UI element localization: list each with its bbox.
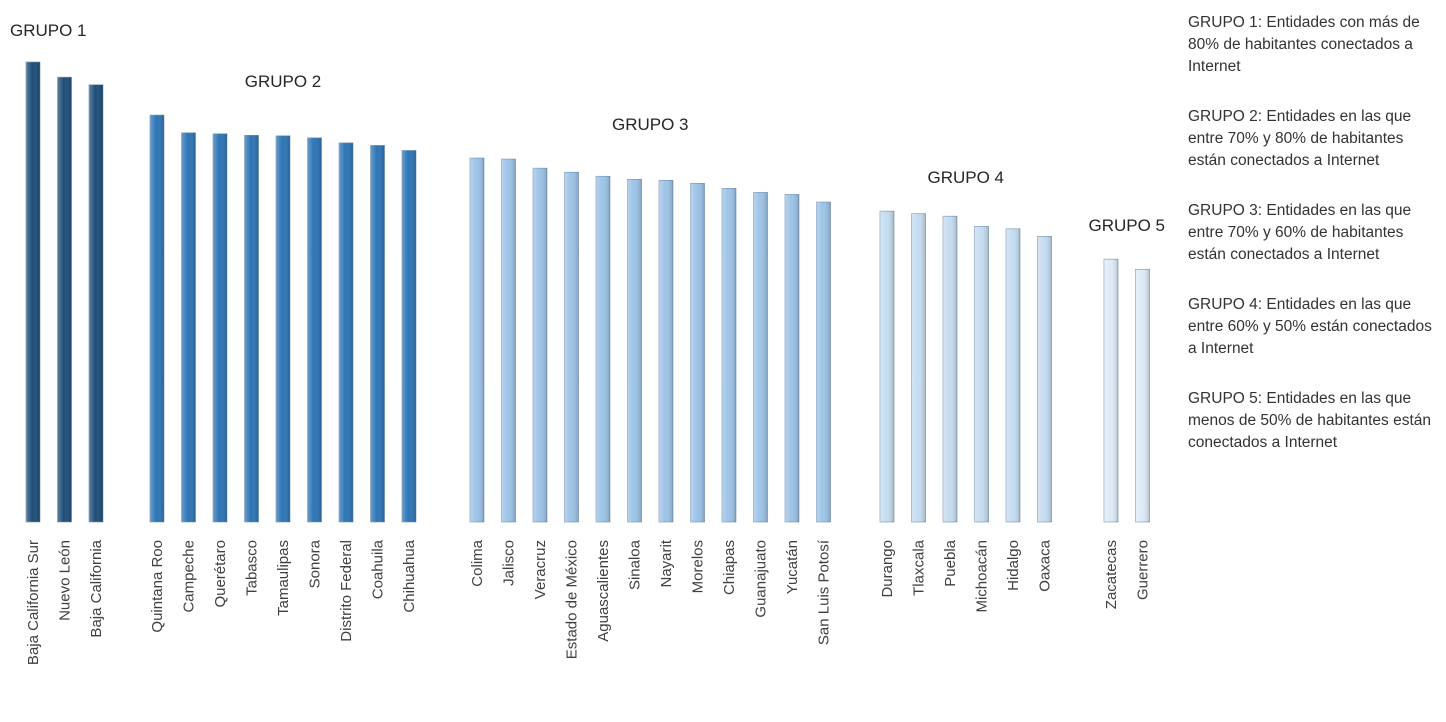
group-title-grupo-3: GRUPO 3 — [612, 115, 689, 134]
category-label-michoacan: Michoacán — [974, 540, 991, 613]
legend-item-grupo-5: GRUPO 5: Entidades en las que menos de 5… — [1188, 390, 1432, 451]
category-label-tamaulipas: Tamaulipas — [275, 540, 292, 616]
bar-shade-aguascalientes — [596, 176, 610, 522]
category-label-veracruz: Veracruz — [532, 540, 549, 599]
legend-item-grupo-1: GRUPO 1: Entidades con más de 80% de hab… — [1188, 14, 1420, 75]
group-title-grupo-4: GRUPO 4 — [927, 168, 1004, 187]
category-label-jalisco: Jalisco — [501, 540, 518, 586]
category-label-nayarit: Nayarit — [658, 539, 675, 587]
bar-shade-michoacan — [974, 226, 989, 523]
category-label-sinaloa: Sinaloa — [627, 539, 644, 590]
legend-item-grupo-2: GRUPO 2: Entidades en las que entre 70% … — [1188, 108, 1412, 169]
bar-shade-distrito-federal — [339, 142, 353, 522]
bar-shade-baja-california — [89, 84, 103, 522]
bar-shade-coahuila — [370, 145, 385, 522]
category-label-zacatecas: Zacatecas — [1103, 540, 1120, 609]
legend-item-grupo-4: GRUPO 4: Entidades en las que entre 60% … — [1188, 296, 1432, 357]
bar-shade-sonora — [307, 137, 322, 523]
bar-shade-chiapas — [722, 188, 736, 522]
bar-shade-estado-de-mexico — [564, 172, 579, 522]
category-label-nuevo-leon: Nuevo León — [57, 540, 74, 621]
category-label-chihuahua: Chihuahua — [401, 539, 418, 612]
category-label-queretaro: Querétaro — [212, 540, 229, 608]
legend-item-grupo-3: GRUPO 3: Entidades en las que entre 70% … — [1188, 202, 1412, 263]
category-label-coahuila: Coahuila — [370, 539, 387, 599]
bar-shade-tamaulipas — [276, 135, 290, 523]
category-label-tabasco: Tabasco — [244, 540, 261, 596]
category-label-tlaxcala: Tlaxcala — [911, 539, 928, 596]
category-label-quintana-roo: Quintana Roo — [149, 540, 166, 633]
bar-shade-nayarit — [659, 180, 673, 523]
bar-shade-campeche — [181, 132, 196, 522]
bar-shade-baja-california-sur — [26, 62, 40, 522]
bar-shade-zacatecas — [1104, 259, 1118, 522]
category-label-oaxaca: Oaxaca — [1037, 539, 1054, 591]
bar-shade-colima — [470, 158, 484, 523]
bar-shade-guanajuato — [753, 192, 768, 522]
bar-shade-durango — [880, 211, 894, 522]
bar-shade-quintana-roo — [150, 115, 164, 523]
category-label-estado-de-mexico: Estado de México — [564, 540, 581, 659]
bar-shade-puebla — [943, 216, 957, 522]
group-title-grupo-2: GRUPO 2 — [245, 72, 322, 91]
category-label-sonora: Sonora — [307, 539, 324, 588]
bar-shade-nuevo-leon — [57, 77, 72, 523]
bar-shade-yucatan — [785, 194, 799, 522]
bar-shade-tabasco — [244, 135, 259, 523]
category-label-baja-california-sur: Baja California Sur — [25, 540, 42, 665]
category-label-san-luis-potosi: San Luis Potosí — [816, 539, 833, 645]
group-title-grupo-5: GRUPO 5 — [1088, 216, 1165, 235]
category-label-guerrero: Guerrero — [1135, 540, 1152, 600]
bar-shade-san-luis-potosi — [816, 202, 831, 522]
category-label-baja-california: Baja California — [88, 539, 105, 637]
category-label-chiapas: Chiapas — [721, 540, 738, 595]
bar-shade-jalisco — [501, 159, 516, 523]
bar-shade-veracruz — [533, 168, 547, 522]
category-label-guanajuato: Guanajuato — [753, 540, 770, 618]
category-label-morelos: Morelos — [690, 540, 707, 593]
category-label-puebla: Puebla — [942, 539, 959, 586]
category-label-distrito-federal: Distrito Federal — [338, 540, 355, 642]
bar-shade-hidalgo — [1006, 228, 1020, 523]
legend: GRUPO 1: Entidades con más de 80% de hab… — [1188, 12, 1438, 482]
bar-chart: Baja California Sur Nuevo León Baja Califo… — [10, 21, 1165, 665]
category-label-yucatan: Yucatán — [784, 540, 801, 594]
bar-shade-guerrero — [1135, 269, 1150, 522]
bar-shade-queretaro — [213, 133, 227, 522]
category-label-hidalgo: Hidalgo — [1005, 540, 1022, 591]
group-title-grupo-1: GRUPO 1 — [10, 21, 87, 40]
bar-shade-sinaloa — [627, 179, 642, 522]
category-label-campeche: Campeche — [181, 540, 198, 613]
bar-shade-chihuahua — [402, 150, 416, 522]
category-label-colima: Colima — [469, 539, 486, 586]
bar-shade-morelos — [690, 183, 705, 523]
category-label-aguascalientes: Aguascalientes — [595, 540, 612, 642]
bar-shade-tlaxcala — [911, 213, 926, 522]
bar-shade-oaxaca — [1037, 236, 1052, 522]
category-label-durango: Durango — [879, 540, 896, 598]
